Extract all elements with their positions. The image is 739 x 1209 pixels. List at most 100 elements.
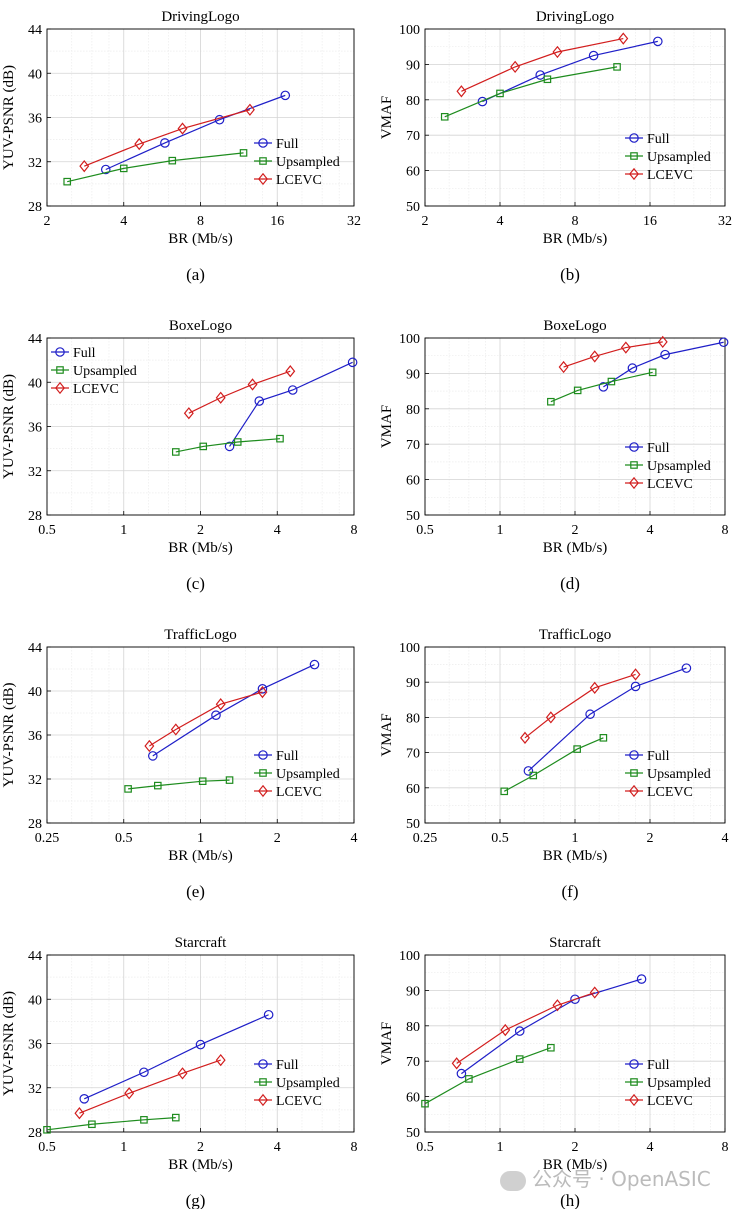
- y-tick-label: 32: [28, 773, 42, 788]
- legend-marker: [55, 381, 65, 395]
- y-tick-label: 50: [406, 817, 420, 832]
- chart-panel-8: 0.5 1 2 4 8 50 60 70 80 90 100 Starcraft BR (Mb/s) VM…: [379, 935, 729, 1209]
- y-tick-label: 50: [406, 200, 420, 215]
- legend-marker: [56, 366, 64, 374]
- legend-label: Full: [276, 1058, 299, 1073]
- x-tick-label: 1: [572, 831, 579, 846]
- data-point: [177, 1067, 188, 1080]
- data-point: [636, 974, 647, 984]
- series-full: [456, 974, 647, 1079]
- x-tick-label: 2: [274, 831, 281, 846]
- legend-item: Upsampled: [254, 155, 340, 170]
- x-tick-label: 2: [197, 523, 204, 538]
- data-point: [224, 441, 235, 452]
- legend-label: Full: [73, 346, 96, 361]
- data-point: [514, 1026, 525, 1036]
- x-tick-label: 2: [44, 214, 51, 229]
- legend-label: Upsampled: [647, 459, 711, 474]
- data-point: [552, 45, 563, 59]
- data-point: [211, 710, 221, 720]
- series-upsampled: [421, 1043, 555, 1108]
- series-line: [67, 152, 244, 183]
- panel-label: (f): [562, 882, 579, 901]
- data-point: [276, 434, 284, 443]
- data-point: [254, 396, 265, 406]
- x-tick-label: 0.5: [38, 523, 56, 538]
- legend-label: Upsampled: [647, 1076, 711, 1091]
- data-point: [589, 350, 600, 363]
- data-point: [573, 745, 581, 753]
- data-point: [285, 365, 296, 378]
- x-tick-label: 2: [647, 831, 654, 846]
- series-line: [424, 1047, 552, 1105]
- panel-label: (c): [186, 574, 205, 593]
- legend-item: Full: [254, 1058, 299, 1073]
- series-full: [477, 36, 663, 107]
- legend: Full Upsampled LCEVC: [254, 749, 340, 800]
- series-line: [229, 361, 353, 447]
- data-point: [195, 1039, 206, 1050]
- data-point: [545, 711, 556, 724]
- legend-marker: [259, 769, 267, 777]
- series-upsampled: [124, 776, 234, 793]
- data-point: [465, 1075, 473, 1083]
- y-tick-label: 28: [28, 817, 42, 832]
- y-tick-label: 32: [28, 465, 42, 480]
- legend-marker: [258, 1093, 268, 1107]
- chart-title: TrafficLogo: [539, 627, 612, 643]
- data-point: [510, 60, 521, 74]
- y-tick-label: 100: [399, 23, 420, 38]
- x-tick-label: 4: [497, 214, 504, 229]
- legend-label: Upsampled: [276, 767, 340, 782]
- data-point: [215, 698, 226, 711]
- data-point: [477, 96, 488, 107]
- series-line: [188, 370, 291, 414]
- legend-label: LCEVC: [647, 477, 693, 492]
- y-tick-label: 44: [28, 23, 42, 38]
- data-point: [552, 999, 563, 1012]
- data-point: [239, 149, 248, 157]
- legend-item: Full: [254, 749, 299, 764]
- data-point: [500, 1023, 511, 1037]
- x-tick-label: 8: [351, 523, 358, 538]
- data-point: [620, 341, 631, 354]
- legend-marker: [258, 172, 268, 186]
- data-point: [570, 994, 580, 1005]
- legend-item: Upsampled: [625, 1076, 711, 1091]
- legend-label: Full: [647, 1058, 670, 1073]
- legend-marker: [258, 750, 268, 760]
- data-point: [144, 739, 155, 753]
- y-axis-label: VMAF: [379, 405, 395, 448]
- data-point: [543, 75, 552, 84]
- data-point: [607, 377, 616, 386]
- data-point: [124, 785, 132, 793]
- legend-marker: [629, 476, 639, 490]
- x-tick-label: 0.5: [416, 1140, 434, 1155]
- y-axis-label: YUV-PSNR (dB): [1, 683, 17, 788]
- data-point: [177, 122, 188, 135]
- legend-marker: [259, 1078, 267, 1086]
- x-tick-label: 16: [643, 214, 657, 229]
- legend-item: LCEVC: [625, 784, 693, 800]
- series-line: [444, 66, 618, 118]
- x-tick-label: 8: [572, 214, 579, 229]
- data-point: [520, 731, 530, 744]
- data-point: [599, 734, 608, 742]
- legend-item: Full: [254, 137, 299, 152]
- data-point: [79, 1094, 90, 1104]
- legend-item: LCEVC: [254, 784, 322, 800]
- chart-panel-2: 2 4 8 16 32 50 60 70 80 90 100 DrivingLogo BR (Mb/s)…: [379, 9, 732, 284]
- data-point: [257, 685, 268, 699]
- y-tick-label: 36: [28, 729, 42, 744]
- series-upsampled: [63, 149, 248, 186]
- data-point: [43, 1125, 51, 1134]
- x-tick-label: 4: [647, 523, 654, 538]
- data-point: [456, 1068, 467, 1079]
- data-point: [263, 1009, 274, 1020]
- series-lcevc: [144, 685, 268, 753]
- data-point: [547, 397, 555, 406]
- panel-label: (d): [560, 574, 580, 593]
- legend: Full Upsampled LCEVC: [625, 132, 711, 183]
- series-line: [84, 109, 251, 167]
